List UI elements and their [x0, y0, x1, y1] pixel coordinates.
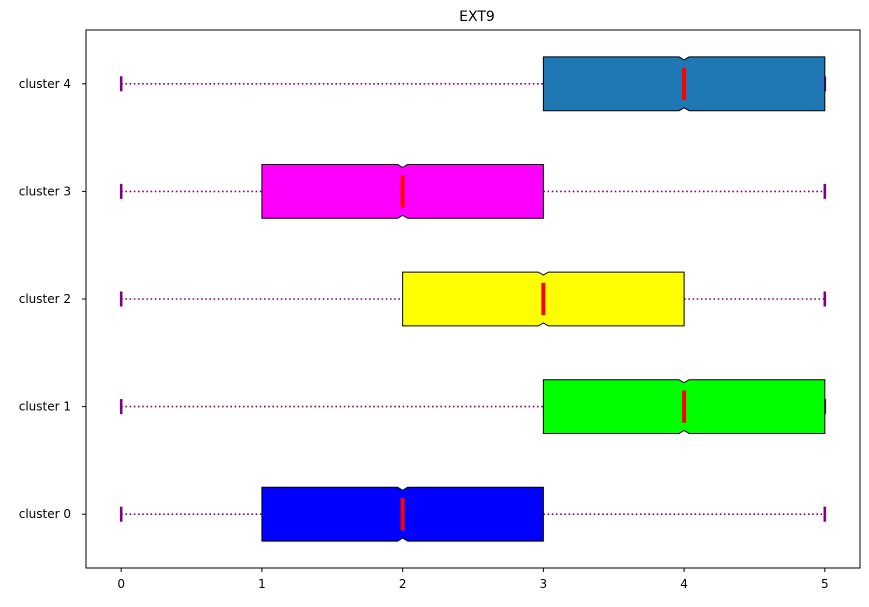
- y-tick-label-2: cluster 2: [19, 292, 71, 306]
- plot-area: [119, 56, 827, 542]
- x-tick-label-4: 4: [680, 577, 688, 591]
- x-tick-label-3: 3: [540, 577, 548, 591]
- y-tick-label-1: cluster 1: [19, 400, 71, 414]
- y-tick-label-0: cluster 0: [19, 507, 71, 521]
- x-tick-label-2: 2: [399, 577, 407, 591]
- axes: 0 1 2 3 4 5 cluster 0 cluster 1 cluster 2 cluster…: [19, 29, 861, 591]
- x-tick-label-0: 0: [117, 577, 125, 591]
- x-tick-label-1: 1: [258, 577, 266, 591]
- x-tick-label-5: 5: [821, 577, 829, 591]
- chart-title: EXT9: [459, 9, 495, 25]
- y-tick-label-4: cluster 4: [19, 77, 71, 91]
- y-tick-label-3: cluster 3: [19, 184, 71, 198]
